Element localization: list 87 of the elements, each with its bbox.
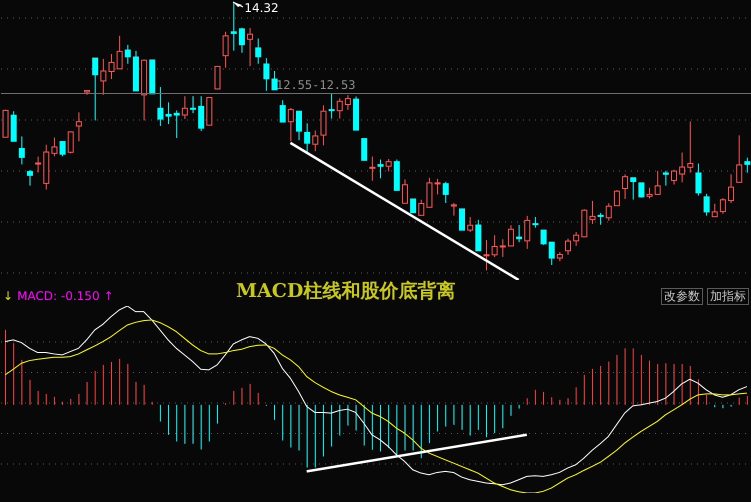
candlestick <box>116 35 123 70</box>
candlestick <box>26 169 33 186</box>
candlestick <box>214 66 220 90</box>
candlestick <box>442 181 449 204</box>
candlestick <box>728 174 734 204</box>
candlestick <box>630 177 636 200</box>
candlestick <box>744 157 750 174</box>
candlestick <box>670 169 677 185</box>
candlestick <box>410 198 416 214</box>
candlestick <box>288 107 294 142</box>
candlestick <box>272 70 278 90</box>
candlestick <box>124 44 131 64</box>
candlestick <box>516 224 522 243</box>
candlestick <box>450 202 457 216</box>
candlestick <box>51 137 58 157</box>
candlestick <box>198 96 204 132</box>
candlestick <box>548 242 555 266</box>
candlestick <box>92 58 98 121</box>
candlestick <box>336 98 343 119</box>
candlestick <box>638 182 644 198</box>
text: 改参数 <box>661 288 703 305</box>
candlestick <box>108 54 114 80</box>
chart-title: MACD柱线和股价底背离 <box>236 280 456 302</box>
text: MACD: -0.150 <box>17 289 100 303</box>
candlestick <box>222 31 229 68</box>
candlestick <box>589 200 596 224</box>
candlestick <box>312 130 318 152</box>
candlestick <box>344 94 351 110</box>
candlestick <box>565 238 571 256</box>
candlestick <box>662 170 669 186</box>
candlestick <box>263 58 270 92</box>
candlestick <box>654 170 661 195</box>
candlestick <box>255 38 262 64</box>
candlestick <box>573 231 580 246</box>
text: ↓ <box>3 289 14 303</box>
candlestick <box>328 92 335 119</box>
candlestick <box>712 203 718 218</box>
candlestick <box>720 198 726 214</box>
candlestick <box>500 238 506 258</box>
candlestick <box>230 2 237 52</box>
candlestick <box>606 202 612 222</box>
candlestick <box>182 96 188 120</box>
annotation: 14.32 <box>244 1 279 15</box>
candlestick <box>68 130 74 154</box>
candlestick <box>679 152 686 183</box>
annotation: 12.55-12.53 <box>276 78 356 92</box>
candlestick <box>280 100 286 122</box>
candlestick <box>18 136 25 165</box>
candlestick <box>508 224 514 246</box>
candlestick <box>296 110 302 141</box>
candlestick <box>247 28 254 67</box>
candlestick <box>736 134 742 183</box>
candlestick <box>646 187 653 199</box>
candlestick <box>166 102 172 125</box>
candlestick <box>532 216 538 228</box>
candlestick <box>402 178 408 204</box>
candlestick <box>369 156 376 182</box>
candlestick <box>598 212 604 226</box>
text: 加指标 <box>707 288 749 305</box>
text: ↑ <box>104 289 114 303</box>
candlestick <box>100 58 106 96</box>
candlestick <box>378 159 384 179</box>
candlestick <box>174 110 180 139</box>
candlestick <box>361 138 368 161</box>
candlestick <box>157 86 164 126</box>
candlestick <box>540 230 547 246</box>
candlestick <box>386 158 392 172</box>
candlestick <box>467 216 474 232</box>
candlestick <box>238 27 245 54</box>
candlestick <box>418 199 424 216</box>
candlestick <box>524 215 530 250</box>
candlestick <box>556 252 563 262</box>
candlestick <box>483 240 490 271</box>
candlestick <box>320 104 326 146</box>
candlestick <box>459 208 466 231</box>
candlestick <box>35 156 42 173</box>
candlestick <box>622 174 628 200</box>
candlestick <box>704 193 710 216</box>
candlestick <box>492 234 498 258</box>
candlestick <box>687 120 694 174</box>
candlestick <box>695 163 702 196</box>
candlestick <box>190 96 196 114</box>
candlestick <box>614 190 620 206</box>
candlestick <box>304 122 310 153</box>
candlestick <box>434 178 441 195</box>
candlestick <box>76 112 82 142</box>
candlestick <box>60 141 66 157</box>
